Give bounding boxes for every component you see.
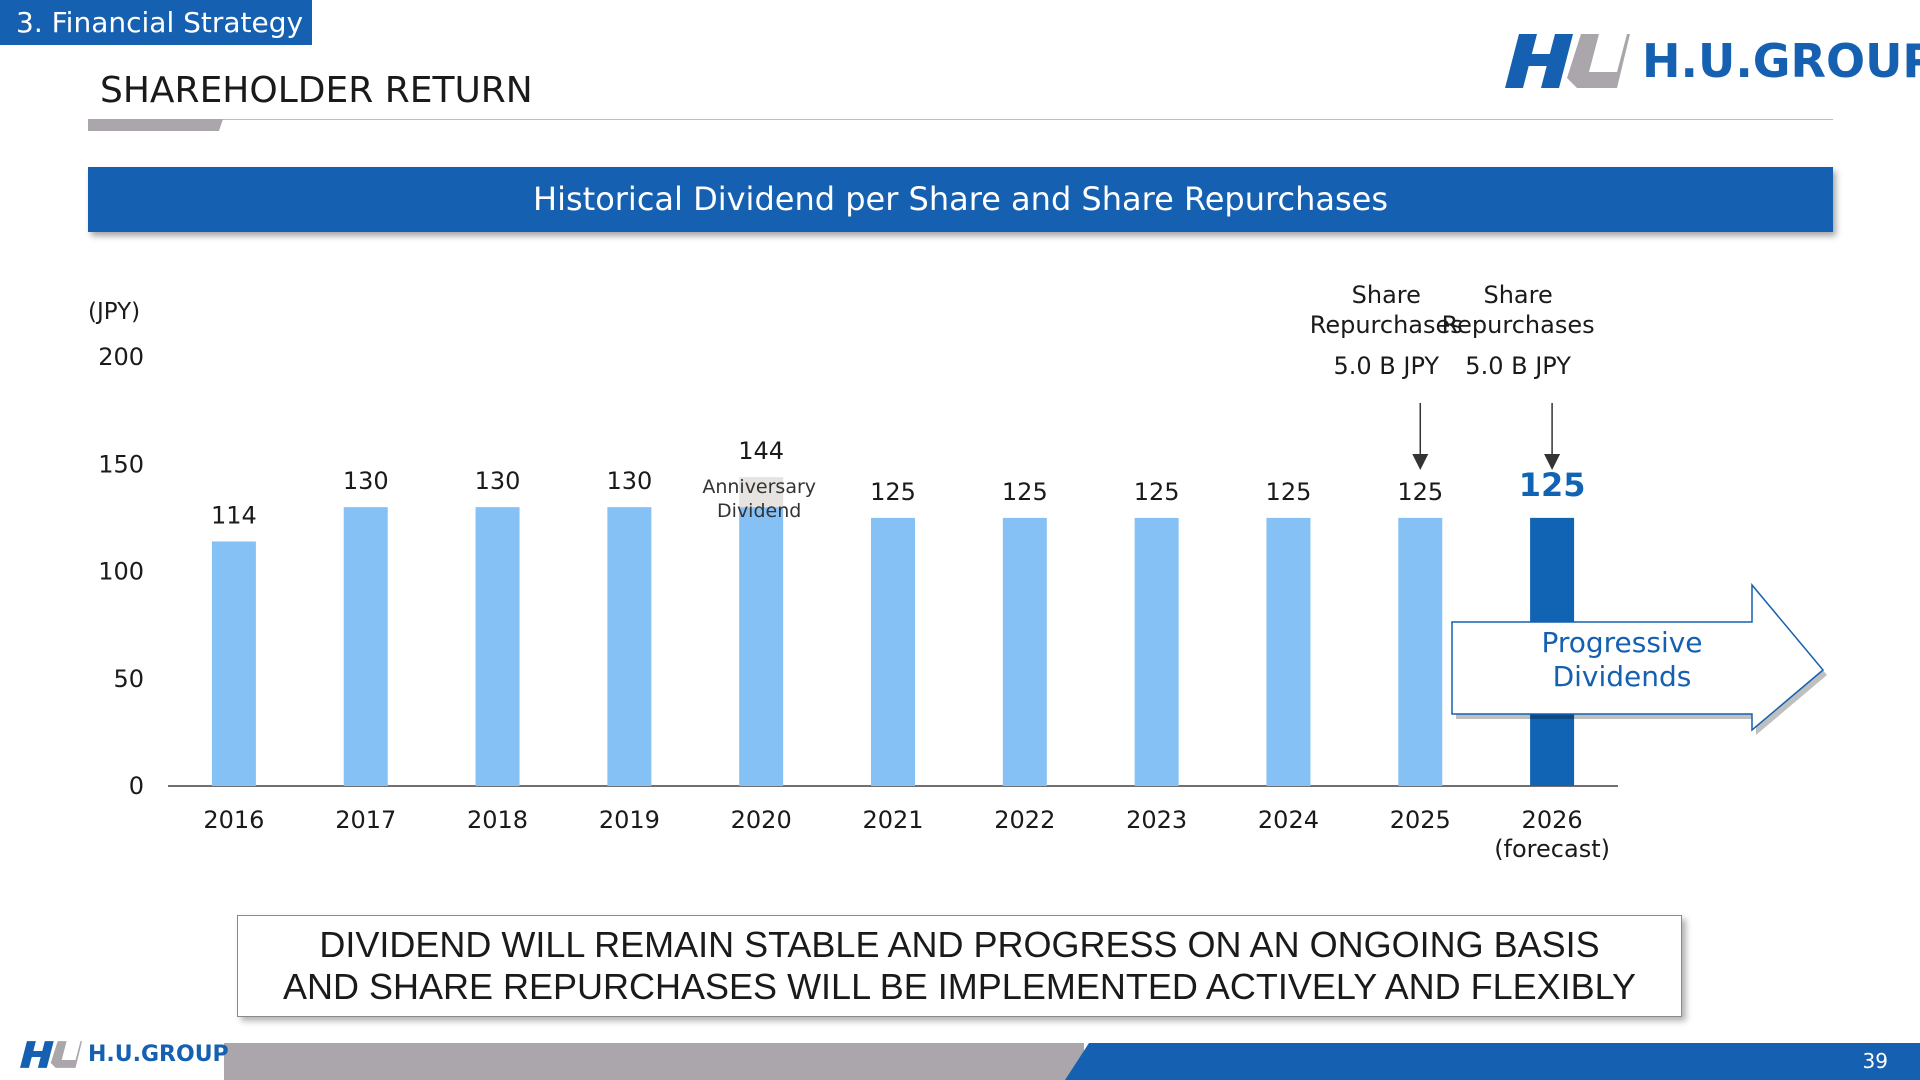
progressive-label: Progressive	[1541, 626, 1702, 659]
value-label: 130	[606, 467, 652, 495]
y-tick-label: 50	[113, 665, 144, 693]
value-label-highlight: 125	[1519, 466, 1586, 504]
x-tick-label: 2019	[599, 806, 660, 834]
message-line-2: AND SHARE REPURCHASES WILL BE IMPLEMENTE…	[282, 966, 1637, 1007]
x-tick-label: 2020	[731, 806, 792, 834]
bar	[871, 517, 915, 786]
x-tick-label: 2022	[994, 806, 1055, 834]
x-tick-label: 2017	[335, 806, 396, 834]
value-label: 144	[738, 437, 784, 465]
bar	[211, 541, 256, 786]
progressive-arrow-icon	[1451, 582, 1825, 732]
repurchase-amount: 5.0 B JPY	[1333, 352, 1439, 380]
repurchase-label: Share	[1483, 281, 1552, 309]
title-accent	[88, 119, 223, 131]
page-number: 39	[1862, 1049, 1888, 1073]
footer-logo-text: H.U.GROUP	[88, 1042, 229, 1067]
section-tag: 3. Financial Strategy	[0, 0, 312, 45]
page-title: SHAREHOLDER RETURN	[100, 70, 533, 111]
footer-bar-gray	[224, 1043, 1084, 1080]
bar	[739, 507, 784, 786]
dividend-chart: (JPY) 0 50 100 150 200 114 2016 130 2017 130 2018 13…	[88, 281, 1827, 863]
value-label: 125	[870, 478, 916, 506]
value-label: 114	[211, 501, 257, 529]
bar	[1134, 517, 1179, 786]
x-tick-label: 2024	[1258, 806, 1319, 834]
x-tick-label: 2023	[1126, 806, 1187, 834]
repurchase-label: Share	[1352, 281, 1421, 309]
hu-logo-small-icon	[20, 1041, 82, 1068]
x-tick-sublabel: (forecast)	[1494, 835, 1610, 863]
footer-logo: H.U.GROUP	[20, 1040, 229, 1069]
title-rule	[88, 119, 1833, 120]
y-tick-label: 100	[98, 558, 144, 586]
down-arrow-icon	[1412, 454, 1429, 470]
value-label: 130	[475, 467, 521, 495]
x-tick-label: 2021	[862, 806, 923, 834]
anniversary-label: Anniversary	[702, 476, 816, 498]
value-label: 125	[1134, 478, 1180, 506]
x-tick-label: 2018	[467, 806, 528, 834]
bar	[1002, 517, 1047, 786]
x-tick-label: 2016	[203, 806, 264, 834]
x-tick-label: 2025	[1390, 806, 1451, 834]
bar	[475, 507, 520, 786]
logo-text: H.U.GROUP	[1642, 34, 1920, 88]
company-logo: H.U.GROUP	[1505, 32, 1920, 90]
hu-logo-icon	[1505, 34, 1630, 88]
value-label: 125	[1002, 478, 1048, 506]
bar	[1398, 517, 1443, 786]
value-label: 125	[1266, 478, 1312, 506]
value-label: 125	[1397, 478, 1443, 506]
bar	[1266, 517, 1311, 786]
anniversary-segment	[739, 477, 784, 508]
repurchase-label: Repurchases	[1310, 311, 1463, 339]
y-tick-label: 200	[98, 343, 144, 371]
repurchase-label: Repurchases	[1442, 311, 1595, 339]
repurchase-amount: 5.0 B JPY	[1465, 352, 1571, 380]
progressive-label: Dividends	[1553, 660, 1692, 693]
bar	[343, 507, 388, 786]
anniversary-label: Dividend	[717, 500, 801, 522]
value-label: 130	[343, 467, 389, 495]
chart-banner: Historical Dividend per Share and Share …	[88, 167, 1833, 232]
x-tick-label: 2026	[1522, 806, 1583, 834]
down-arrow-icon	[1544, 454, 1561, 470]
bar	[607, 507, 652, 786]
footer-bar-blue	[1065, 1043, 1920, 1080]
message-line-1: DIVIDEND WILL REMAIN STABLE AND PROGRESS…	[319, 924, 1600, 965]
y-tick-label: 150	[98, 450, 144, 478]
y-axis-label: (JPY)	[88, 299, 140, 325]
y-tick-label: 0	[129, 772, 144, 800]
message-box: DIVIDEND WILL REMAIN STABLE AND PROGRESS…	[237, 915, 1682, 1017]
